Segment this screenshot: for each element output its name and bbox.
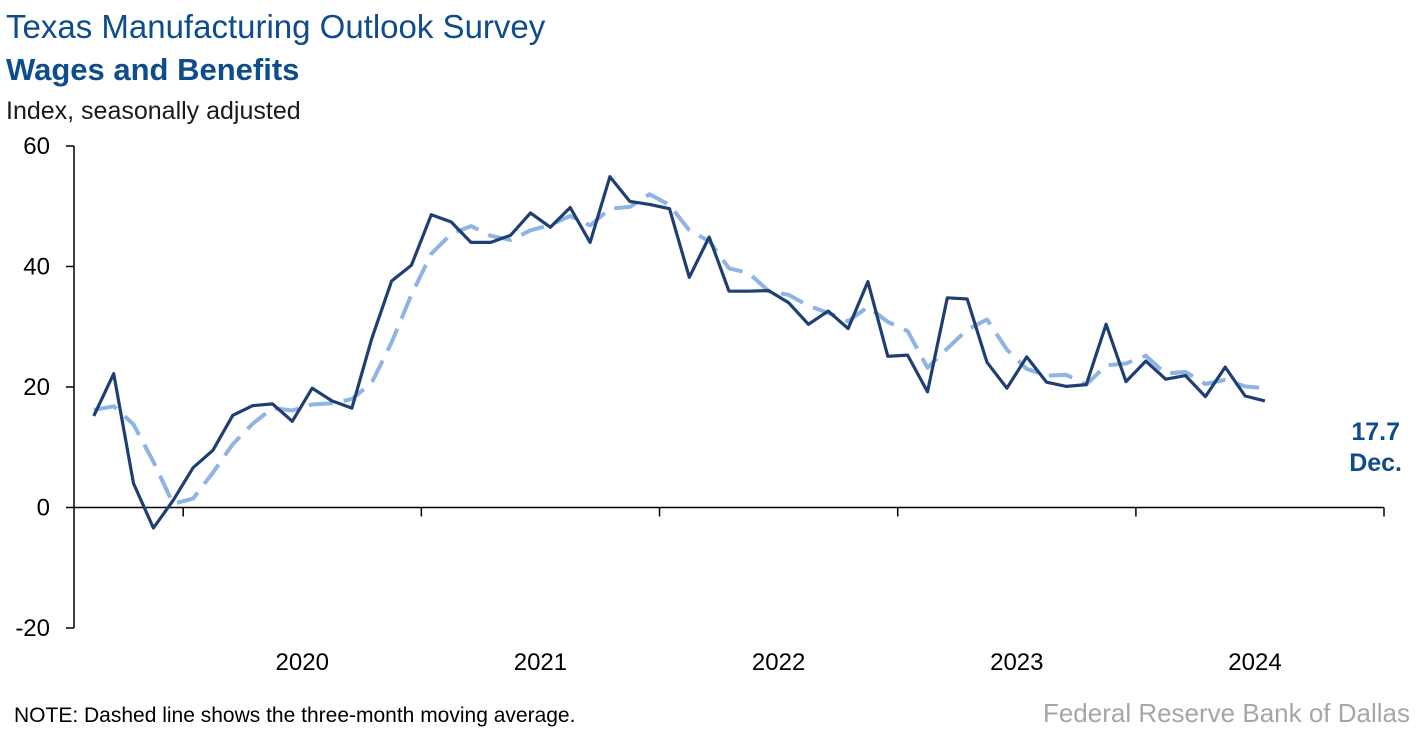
x-tick-label: 2020 xyxy=(276,649,329,676)
series-layer xyxy=(92,175,1266,530)
footnote: NOTE: Dashed line shows the three-month … xyxy=(14,704,576,727)
y-tick-label: 60 xyxy=(23,133,50,160)
x-tick-label: 2023 xyxy=(990,649,1043,676)
chart-subtitle: Wages and Benefits xyxy=(6,52,300,87)
index-line xyxy=(92,175,1266,530)
source-credit: Federal Reserve Bank of Dallas xyxy=(1042,698,1410,728)
latest-value-label: 17.7 xyxy=(1351,418,1400,446)
latest-month-label: Dec. xyxy=(1349,449,1402,477)
y-axis-unit-label: Index, seasonally adjusted xyxy=(6,97,301,125)
x-tick-label: 2022 xyxy=(752,649,805,676)
y-tick-label: 20 xyxy=(23,374,50,401)
x-tick-label: 2024 xyxy=(1228,649,1281,676)
chart-axes: -20 0 20 40 60 2020 2021 2022 2023 2024 xyxy=(15,133,1385,676)
x-tick-label: 2021 xyxy=(514,649,567,676)
y-tick-label: 0 xyxy=(37,495,50,522)
chart-title: Texas Manufacturing Outlook Survey xyxy=(6,8,546,45)
y-tick-label: -20 xyxy=(15,615,50,642)
moving-average-line xyxy=(93,192,1266,506)
y-tick-label: 40 xyxy=(23,254,50,281)
